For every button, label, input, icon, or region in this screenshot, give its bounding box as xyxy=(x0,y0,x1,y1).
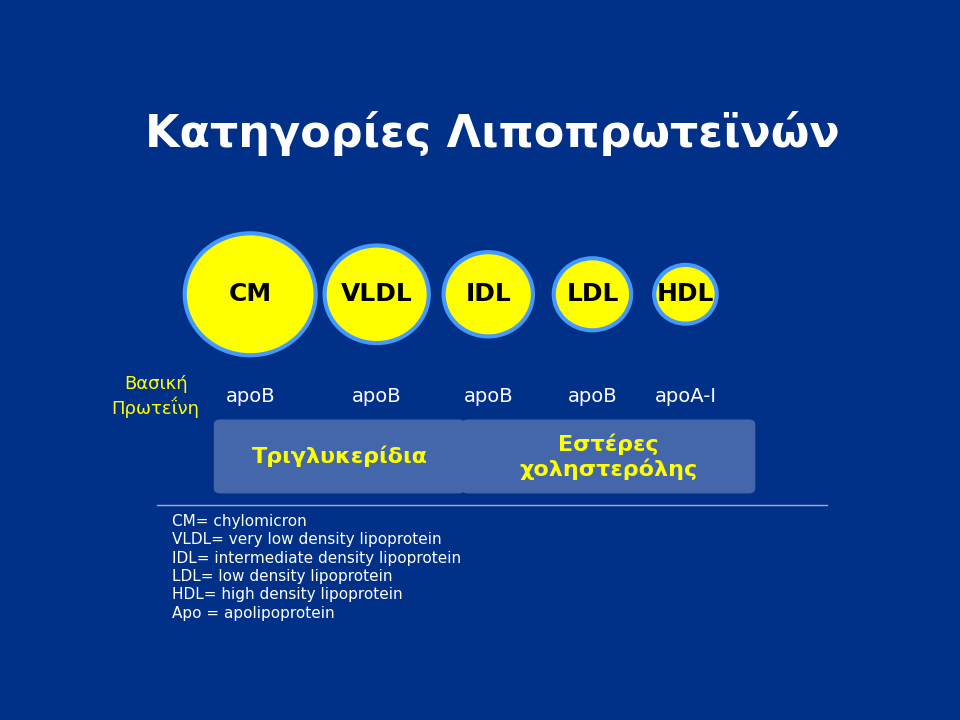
Ellipse shape xyxy=(324,246,429,343)
Text: Βασική
Πρωτεΐνη: Βασική Πρωτεΐνη xyxy=(111,375,200,418)
Text: VLDL: VLDL xyxy=(341,282,413,306)
Text: VLDL= very low density lipoprotein: VLDL= very low density lipoprotein xyxy=(172,532,442,547)
Text: LDL: LDL xyxy=(566,282,618,306)
Ellipse shape xyxy=(554,258,631,330)
Text: CM: CM xyxy=(228,282,272,306)
Text: Κατηγορίες Λιποπρωτεϊνών: Κατηγορίες Λιποπρωτεϊνών xyxy=(145,111,839,156)
Text: Τριγλυκερίδια: Τριγλυκερίδια xyxy=(252,446,427,467)
FancyBboxPatch shape xyxy=(214,420,465,492)
Text: apoB: apoB xyxy=(567,387,617,406)
Ellipse shape xyxy=(184,233,316,355)
Text: Apo = apolipoprotein: Apo = apolipoprotein xyxy=(172,606,335,621)
Text: apoB: apoB xyxy=(226,387,275,406)
Text: apoB: apoB xyxy=(352,387,401,406)
Text: Εστέρες
χοληστερόλης: Εστέρες χοληστερόλης xyxy=(519,433,698,480)
Text: apoB: apoB xyxy=(464,387,513,406)
Text: IDL= intermediate density lipoprotein: IDL= intermediate density lipoprotein xyxy=(172,551,461,566)
Text: CM= chylomicron: CM= chylomicron xyxy=(172,514,307,529)
Ellipse shape xyxy=(444,252,533,336)
Text: IDL: IDL xyxy=(466,282,511,306)
Text: HDL= high density lipoprotein: HDL= high density lipoprotein xyxy=(172,588,402,603)
Text: HDL: HDL xyxy=(657,282,714,306)
Ellipse shape xyxy=(654,265,717,324)
FancyBboxPatch shape xyxy=(463,420,755,492)
Text: apoA-I: apoA-I xyxy=(655,387,716,406)
Text: LDL= low density lipoprotein: LDL= low density lipoprotein xyxy=(172,569,393,584)
